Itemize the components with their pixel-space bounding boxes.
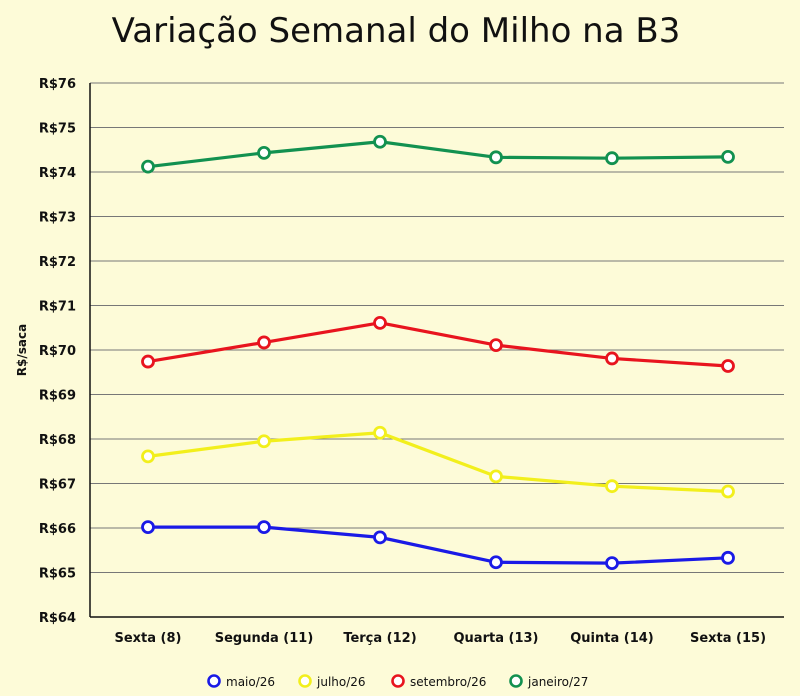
- x-tick-label: Quinta (14): [570, 631, 654, 646]
- legend: maio/26 julho/26 setembro/26 janeiro/27: [207, 674, 588, 689]
- legend-item: maio/26: [207, 674, 275, 689]
- y-tick-label: R$74: [39, 166, 76, 181]
- data-point: [257, 335, 271, 350]
- y-tick-label: R$69: [39, 389, 76, 404]
- series-line: [147, 321, 729, 368]
- data-point: [257, 520, 271, 535]
- axes: [89, 83, 784, 618]
- data-point: [721, 149, 735, 164]
- data-point: [605, 479, 619, 494]
- y-tick-label: R$71: [39, 300, 76, 315]
- y-tick-label: R$70: [39, 344, 76, 359]
- grid-lines: [90, 82, 784, 618]
- legend-marker: [509, 674, 523, 688]
- data-point: [373, 134, 387, 149]
- x-tick-label: Segunda (11): [215, 631, 314, 646]
- x-tick-label: Quarta (13): [454, 631, 539, 646]
- data-point: [373, 315, 387, 330]
- data-point: [141, 354, 155, 369]
- data-point: [257, 434, 271, 449]
- data-point: [373, 425, 387, 440]
- legend-label: janeiro/27: [527, 675, 588, 689]
- y-tick-label: R$67: [39, 478, 76, 493]
- y-tick-label: R$72: [39, 255, 76, 270]
- x-tick-label: Sexta (15): [690, 631, 766, 646]
- data-point: [373, 530, 387, 545]
- legend-label: maio/26: [226, 675, 275, 689]
- data-point: [489, 469, 503, 484]
- y-tick-label: R$65: [39, 567, 76, 582]
- legend-item: julho/26: [298, 674, 366, 689]
- series-maio-26: [141, 520, 735, 571]
- data-point: [257, 145, 271, 160]
- y-tick-label: R$75: [39, 122, 76, 137]
- y-tick-label: R$76: [39, 77, 76, 92]
- series-julho-26: [141, 425, 735, 499]
- data-point: [721, 359, 735, 373]
- y-tick-label: R$64: [39, 611, 76, 626]
- legend-item: janeiro/27: [509, 674, 588, 689]
- y-tick-label: R$68: [39, 433, 76, 448]
- data-point: [721, 484, 735, 499]
- chart-title: Variação Semanal do Milho na B3: [112, 11, 681, 51]
- legend-label: julho/26: [316, 675, 366, 689]
- series-janeiro-27: [141, 134, 735, 174]
- legend-marker: [391, 674, 405, 688]
- data-point: [605, 556, 619, 571]
- series-line: [147, 431, 729, 494]
- y-tick-labels: R$64 R$65 R$66 R$67 R$68 R$69 R$70 R$71 R$72 R$73…: [39, 77, 76, 626]
- legend-item: setembro/26: [391, 674, 486, 689]
- legend-label: setembro/26: [410, 675, 486, 689]
- data-point: [141, 520, 155, 535]
- legend-marker: [298, 674, 312, 688]
- y-axis-label: R$/saca: [15, 324, 29, 376]
- series-group: [141, 134, 735, 571]
- legend-marker: [207, 674, 221, 688]
- y-tick-label: R$66: [39, 522, 76, 537]
- data-point: [489, 150, 503, 165]
- y-tick-label: R$73: [39, 211, 76, 226]
- x-tick-label: Terça (12): [343, 631, 416, 646]
- data-point: [141, 449, 155, 464]
- series-line: [148, 525, 729, 565]
- data-point: [141, 159, 155, 174]
- x-tick-labels: Sexta (8) Segunda (11) Terça (12) Quarta (1…: [114, 631, 766, 646]
- data-point: [605, 151, 619, 166]
- data-point: [721, 550, 735, 565]
- x-tick-label: Sexta (8): [114, 631, 181, 646]
- data-point: [489, 555, 503, 570]
- series-line: [147, 140, 729, 169]
- series-setembro-26: [141, 315, 735, 373]
- data-point: [605, 351, 619, 366]
- data-point: [489, 338, 503, 353]
